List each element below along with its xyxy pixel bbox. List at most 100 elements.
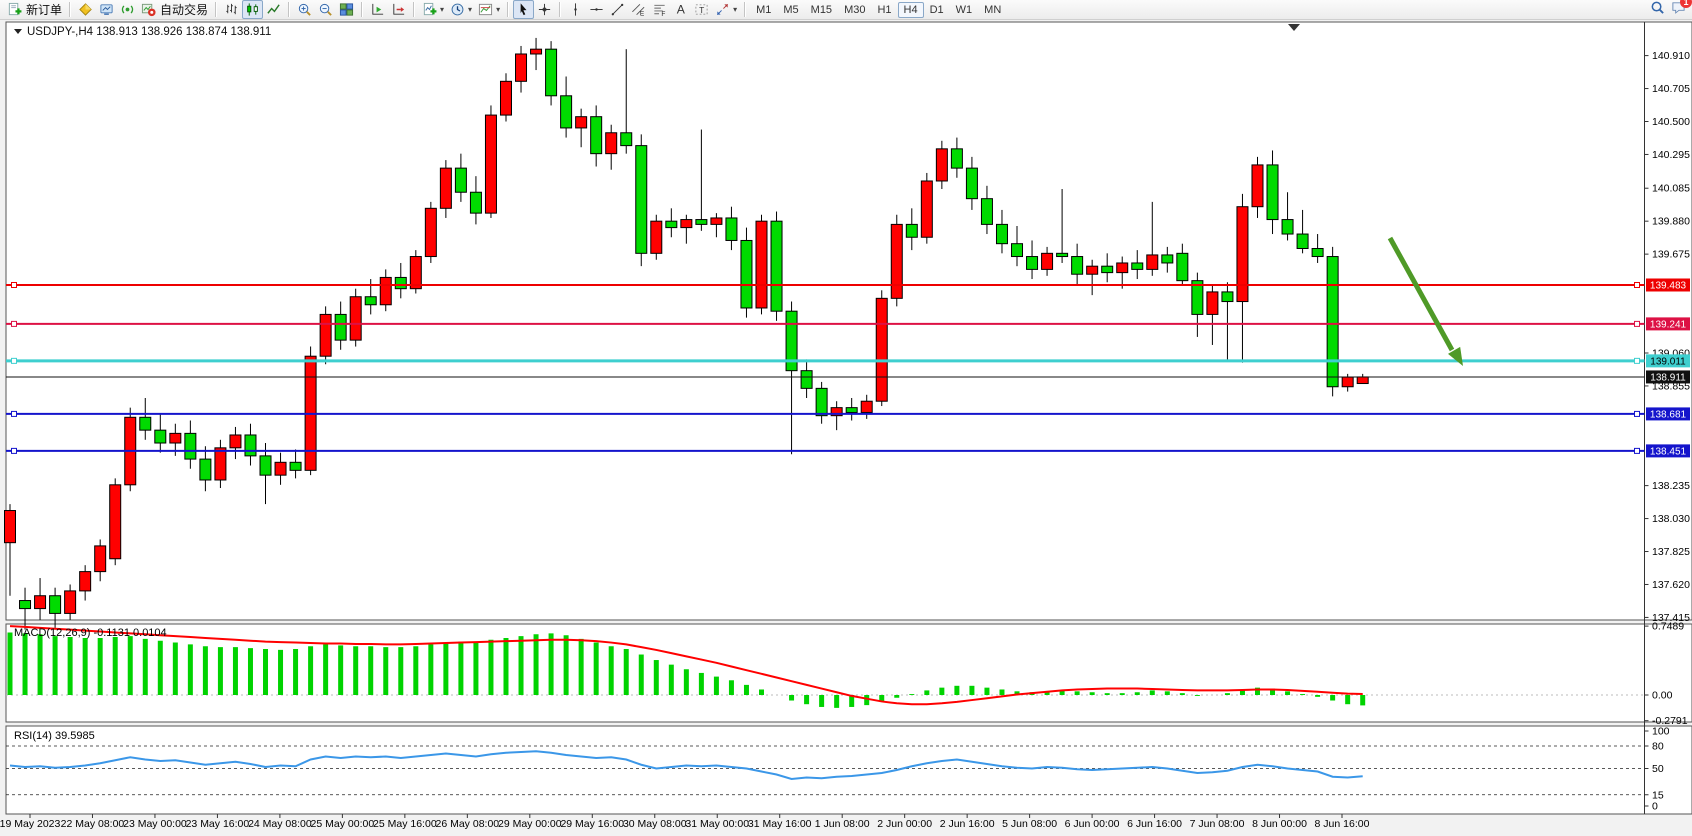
time-tick-label: 19 May 2023 <box>0 818 61 830</box>
price-tick-label: 138.030 <box>1652 513 1690 525</box>
resistance-line-1-badge <box>1646 278 1690 292</box>
resistance-line-1-handle[interactable] <box>11 281 17 288</box>
pivot-line-badge <box>1646 354 1690 368</box>
time-tick-label: 29 May 16:00 <box>560 818 624 830</box>
support-line-2[interactable]: 138.451 <box>6 444 1690 458</box>
pivot-line-handle[interactable] <box>11 357 17 364</box>
resistance-line-2-handle[interactable] <box>11 320 17 327</box>
timeframe-mn[interactable]: MN <box>984 3 1002 16</box>
market-watch-button[interactable] <box>75 0 96 19</box>
price-tick-label: 140.910 <box>1652 50 1690 62</box>
templates-button[interactable]: ▾ <box>475 0 503 19</box>
periods-button[interactable]: ▾ <box>447 0 475 19</box>
macd-panel <box>5 623 1692 723</box>
search-icon <box>1650 1 1665 19</box>
shapes-button[interactable]: ▾ <box>712 0 740 19</box>
support-line-1-handle[interactable] <box>1634 410 1640 417</box>
tile-windows-icon <box>339 2 354 17</box>
chevron-down-icon[interactable]: ▾ <box>468 5 473 14</box>
timeframe-d1[interactable]: D1 <box>929 3 944 16</box>
chart-window: 140.910 140.705 140.500 140.295 140.085 139.8… <box>0 20 1692 836</box>
support-line-2-handle[interactable] <box>1634 447 1640 454</box>
time-tick-label: 8 Jun 00:00 <box>1252 818 1307 830</box>
time-tick-label: 7 Jun 08:00 <box>1190 818 1245 830</box>
timeframe-h4[interactable]: H4 <box>897 1 924 18</box>
current-price-line[interactable]: 138.911 <box>6 370 1690 384</box>
chevron-down-icon[interactable]: ▾ <box>440 5 445 14</box>
chat-button[interactable]: 1 <box>1671 0 1692 20</box>
zoom-in-button[interactable] <box>294 0 315 19</box>
macd-tick-label: -0.2791 <box>1652 715 1688 727</box>
timeframe-m15[interactable]: M15 <box>810 3 833 16</box>
new-order-button-label: 新订单 <box>26 3 63 17</box>
toolbar-group-6 <box>513 0 555 19</box>
terminal-icon <box>99 2 114 17</box>
bar-chart-button[interactable] <box>221 0 242 19</box>
tile-windows-button[interactable] <box>336 0 357 19</box>
timeframe-h1[interactable]: H1 <box>877 3 892 16</box>
label-button[interactable]: T <box>691 0 712 19</box>
chevron-down-icon[interactable]: ▾ <box>496 5 501 14</box>
search-button[interactable] <box>1650 0 1665 20</box>
price-tick-label: 140.705 <box>1652 83 1690 95</box>
time-tick-label: 2 Jun 16:00 <box>940 818 995 830</box>
horizontal-line-button[interactable] <box>586 0 607 19</box>
chart-shift-marker[interactable] <box>1288 24 1300 31</box>
support-line-2-handle[interactable] <box>11 447 17 454</box>
fibonacci-button[interactable]: F <box>649 0 670 19</box>
chart-menu-icon[interactable] <box>14 29 22 34</box>
rsi-tick-label: 80 <box>1652 741 1664 753</box>
auto-trading-button[interactable]: 自动交易 <box>138 0 211 20</box>
bars-icon <box>224 2 239 17</box>
support-line-1[interactable]: 138.681 <box>6 407 1690 421</box>
support-line-1-handle[interactable] <box>11 410 17 417</box>
support-line-2-badge-label: 138.451 <box>1650 446 1687 457</box>
macd-tick-label: 0.7489 <box>1652 621 1684 633</box>
zoom-in-icon <box>297 2 312 17</box>
svg-text:A: A <box>677 3 686 17</box>
resistance-line-1[interactable]: 139.483 <box>6 278 1690 292</box>
resistance-line-2-badge-label: 139.241 <box>1650 319 1687 330</box>
trendline-button[interactable] <box>607 0 628 19</box>
macd-signal-line <box>9 625 1363 706</box>
timeframe-m30[interactable]: M30 <box>844 3 866 16</box>
chevron-down-icon[interactable]: ▾ <box>733 5 738 14</box>
pivot-line[interactable]: 139.011 <box>6 354 1690 368</box>
main-toolbar: 新订单 自动交易 ▾ ▾ ▾ E F A T ▾ M1 M5 M15 M30 H1 H4 D1 W1 MN 1 <box>0 0 1692 20</box>
vertical-line-button[interactable] <box>565 0 586 19</box>
resistance-line-2[interactable]: 139.241 <box>6 317 1690 331</box>
pivot-line-handle[interactable] <box>1634 357 1640 364</box>
timeframe-w1[interactable]: W1 <box>955 3 973 16</box>
rsi-line <box>9 750 1363 781</box>
zoom-out-icon <box>318 2 333 17</box>
toolbar-separator <box>361 2 364 17</box>
timeframe-m1[interactable]: M1 <box>756 3 772 16</box>
resistance-line-2-handle[interactable] <box>1634 320 1640 327</box>
crosshair-button[interactable] <box>534 0 555 19</box>
strategy-signal-button[interactable] <box>117 0 138 19</box>
rsi-tick-label: 100 <box>1652 726 1670 738</box>
auto-trading-button-label: 自动交易 <box>160 3 209 17</box>
cursor-button[interactable] <box>513 0 535 19</box>
candlestick-chart-button[interactable] <box>242 0 264 19</box>
label-icon: T <box>694 2 709 17</box>
text-button[interactable]: A <box>670 0 691 19</box>
macd-label: MACD(12,26,9) -0.1131 0.0104 <box>14 627 167 639</box>
price-tick-label: 138.235 <box>1652 480 1690 492</box>
indicators-button[interactable]: ▾ <box>419 0 447 19</box>
line-chart-button[interactable] <box>263 0 284 19</box>
toolbar-right: 1 <box>1650 0 1692 20</box>
svg-text:F: F <box>661 11 665 17</box>
time-tick-label: 29 May 00:00 <box>498 818 562 830</box>
trendline-icon <box>610 2 625 17</box>
trend-arrow[interactable] <box>1387 236 1463 366</box>
auto-scroll-button[interactable] <box>388 0 409 19</box>
timeframe-m5[interactable]: M5 <box>783 3 799 16</box>
new-order-button[interactable]: 新订单 <box>4 0 65 20</box>
zoom-out-button[interactable] <box>315 0 336 19</box>
channel-button[interactable]: E <box>628 0 649 19</box>
chart-shift-button[interactable] <box>367 0 388 19</box>
resistance-line-1-handle[interactable] <box>1634 281 1640 288</box>
channel-icon: E <box>631 2 646 17</box>
terminal-button[interactable] <box>96 0 117 19</box>
